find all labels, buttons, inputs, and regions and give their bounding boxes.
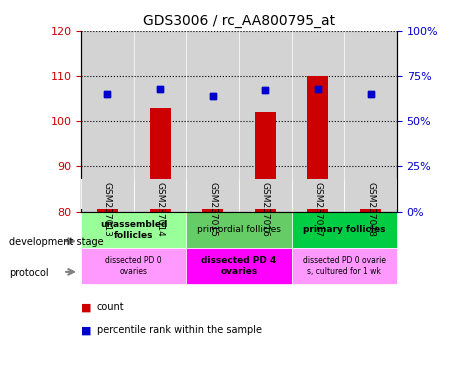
Bar [360,194,381,212]
Text: ■: ■ [81,302,92,312]
Text: GSM237015: GSM237015 [208,182,217,237]
FancyBboxPatch shape [292,212,397,248]
Bar [308,76,328,212]
Bar [360,194,381,212]
Point [367,91,374,97]
Point [314,86,322,92]
Bar [202,210,223,212]
Text: dissected PD 0 ovarie
s, cultured for 1 wk: dissected PD 0 ovarie s, cultured for 1 … [303,257,386,276]
Bar [81,31,134,212]
Text: development stage: development stage [9,237,104,247]
Bar [292,31,344,212]
Text: ■: ■ [81,325,92,335]
Bar [150,108,170,212]
Bar [186,179,239,209]
Text: primary follicles: primary follicles [303,225,386,234]
Bar [81,179,134,209]
Text: unassembled
follicles: unassembled follicles [100,220,167,240]
Point [209,93,216,99]
FancyBboxPatch shape [186,212,292,248]
Text: dissected PD 4
ovaries: dissected PD 4 ovaries [201,257,277,276]
Text: percentile rank within the sample: percentile rank within the sample [97,325,262,335]
Text: protocol: protocol [9,268,49,278]
Bar [150,108,170,212]
Point [262,88,269,94]
Text: GSM237014: GSM237014 [156,182,165,237]
Text: dissected PD 0
ovaries: dissected PD 0 ovaries [106,257,162,276]
Point [156,86,164,92]
FancyBboxPatch shape [81,212,186,248]
Point [262,88,269,94]
FancyBboxPatch shape [292,248,397,284]
Bar [344,179,397,209]
Bar [255,112,276,212]
Bar [344,31,397,212]
Bar [97,185,118,212]
Point [367,91,374,97]
Point [209,93,216,99]
Text: GSM237016: GSM237016 [261,182,270,237]
Bar [186,31,239,212]
Text: primordial follicles: primordial follicles [197,225,281,234]
Bar [239,179,292,209]
Bar [255,112,276,212]
FancyBboxPatch shape [186,248,292,284]
Bar [202,210,223,212]
Bar [292,179,344,209]
Bar [239,31,292,212]
Bar [134,179,186,209]
Text: GSM237018: GSM237018 [366,182,375,237]
FancyBboxPatch shape [81,248,186,284]
Bar [134,31,186,212]
Text: GSM237013: GSM237013 [103,182,112,237]
Point [104,91,111,97]
Text: count: count [97,302,124,312]
Title: GDS3006 / rc_AA800795_at: GDS3006 / rc_AA800795_at [143,14,335,28]
Point [104,91,111,97]
Point [156,86,164,92]
Bar [97,185,118,212]
Point [314,86,322,92]
Text: GSM237017: GSM237017 [313,182,322,237]
Bar [308,76,328,212]
